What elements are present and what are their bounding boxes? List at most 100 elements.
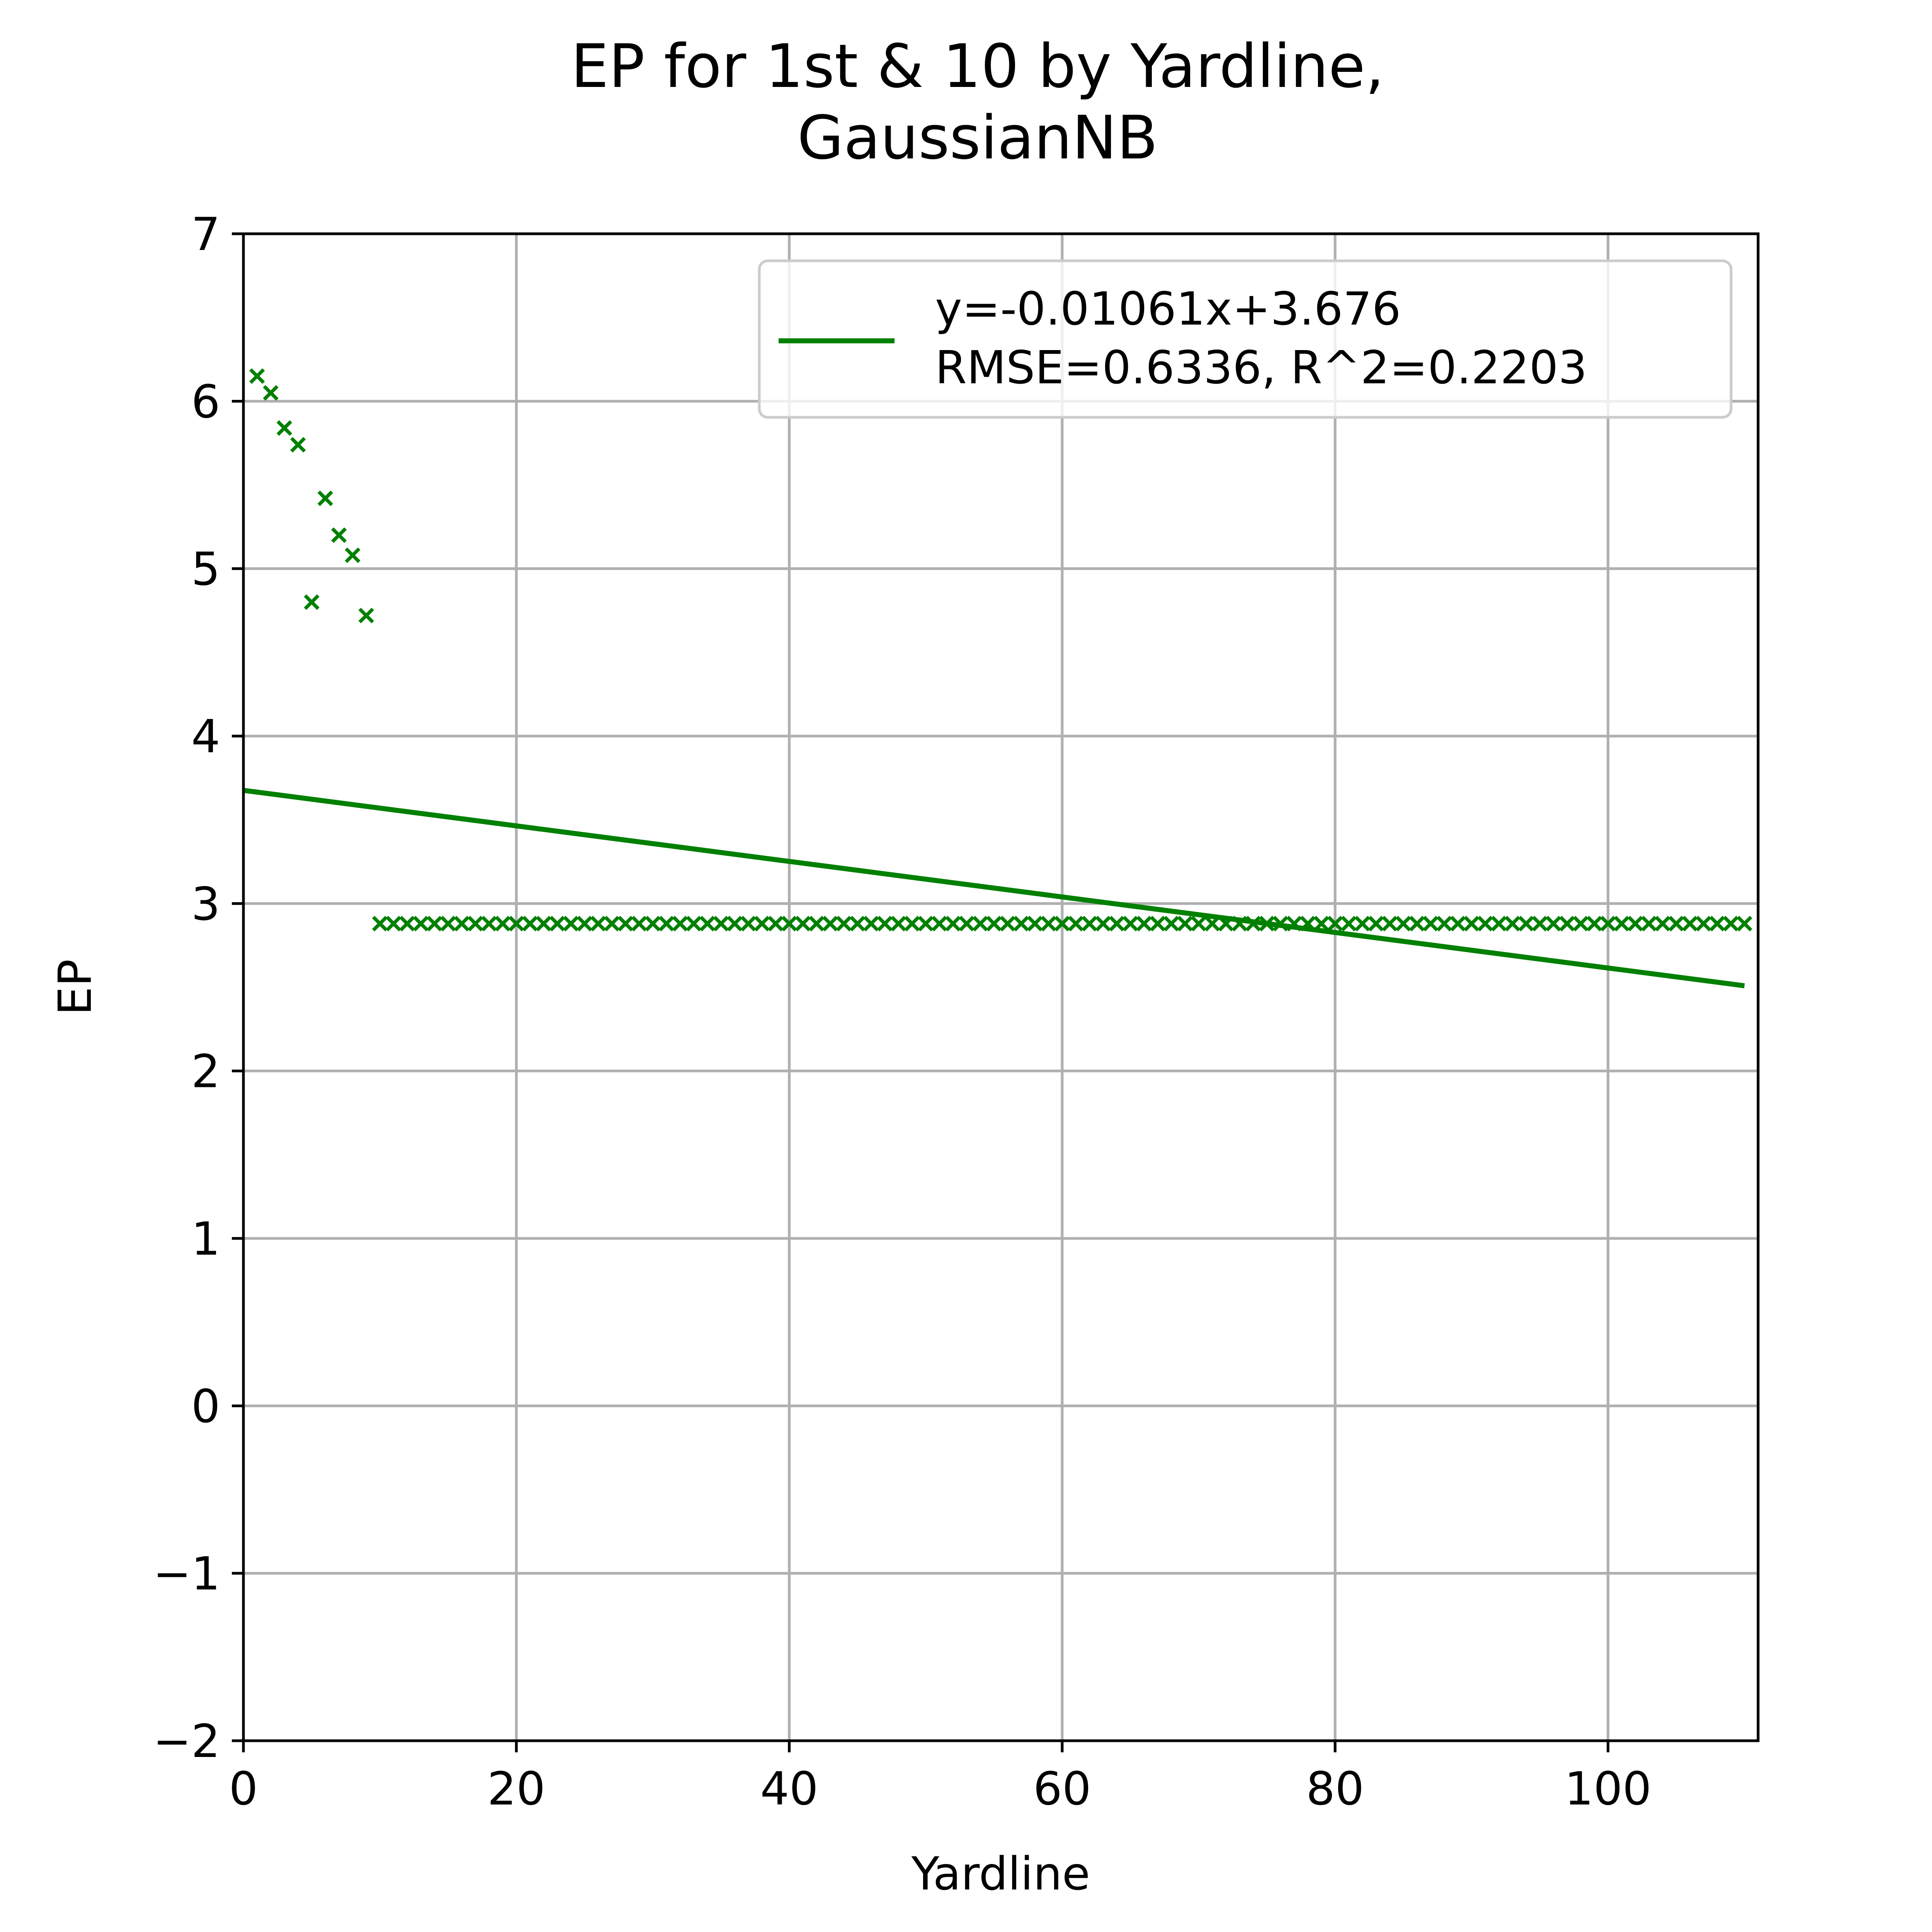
scatter-point (372, 916, 388, 932)
scatter-point (1668, 916, 1684, 932)
x-axis-label: Yardline (911, 1847, 1090, 1900)
scatter-point (276, 420, 293, 436)
scatter-point (1559, 916, 1575, 932)
scatter-point (768, 916, 784, 932)
scatter-point (1518, 916, 1534, 932)
scatter-point (1122, 916, 1138, 932)
scatter-point (1259, 916, 1275, 932)
scatter-point (1450, 916, 1466, 932)
scatter-point (331, 527, 347, 543)
scatter-point (1027, 916, 1043, 932)
scatter-point (1532, 916, 1548, 932)
scatter-point (1505, 916, 1520, 932)
y-tick-label: −2 (153, 1714, 220, 1768)
scatter-point (945, 916, 961, 932)
scatter-point (577, 916, 593, 932)
y-tick-label: 6 (191, 375, 220, 428)
scatter-point (972, 916, 988, 932)
scatter-point (358, 607, 374, 624)
scatter-point (304, 594, 320, 610)
x-tick-label: 100 (1565, 1762, 1651, 1815)
scatter-point (781, 916, 797, 932)
fit-line-group (243, 787, 1745, 988)
scatter-point (1627, 916, 1643, 932)
scatter-point (1477, 916, 1493, 932)
scatter-point (658, 916, 674, 932)
scatter-point (345, 547, 361, 563)
scatter-point (686, 916, 702, 932)
scatter-point (1313, 916, 1330, 932)
scatter-point (509, 916, 524, 932)
scatter-point (1573, 916, 1589, 932)
scatter-point (440, 916, 456, 932)
scatter-point (699, 916, 715, 932)
scatter-point (1587, 916, 1602, 932)
scatter-point (1600, 916, 1616, 932)
x-tick-label: 80 (1306, 1762, 1364, 1815)
scatter-point (1682, 916, 1698, 932)
scatter-point (1177, 916, 1193, 932)
legend-equation: y=-0.01061x+3.676 (935, 282, 1401, 335)
legend-metrics: RMSE=0.6336, R^2=0.2203 (935, 341, 1587, 394)
scatter-point (1136, 916, 1152, 932)
scatter-point (1436, 916, 1452, 932)
scatter-point (1095, 916, 1111, 932)
y-tick-label: 5 (191, 543, 220, 596)
y-tick-label: 7 (191, 207, 220, 261)
scatter-point (1354, 916, 1371, 932)
scatter-point (890, 916, 906, 932)
scatter-point (1409, 916, 1425, 932)
x-tick-label: 0 (229, 1762, 258, 1815)
scatter-point (1190, 916, 1207, 932)
y-tick-label: 4 (191, 710, 220, 763)
scatter-point (1655, 916, 1670, 932)
y-tick-label: 1 (191, 1212, 220, 1265)
scatter-point (1041, 916, 1056, 932)
scatter-point (1546, 916, 1561, 932)
scatter-point (1245, 916, 1261, 932)
y-tick-label: 2 (191, 1045, 220, 1098)
legend-box (758, 259, 1733, 419)
scatter-point (1641, 916, 1657, 932)
scatter-point (386, 916, 401, 932)
scatter-point (795, 916, 811, 932)
scatter-point (1300, 916, 1316, 932)
scatter-point (454, 916, 470, 932)
scatter-point (1082, 916, 1097, 932)
x-tick-label: 20 (487, 1762, 545, 1815)
scatter-point (1054, 916, 1070, 932)
scatter-point (1150, 916, 1166, 932)
plot-frame (242, 232, 1760, 1742)
scatter-point (617, 916, 634, 932)
scatter-point (713, 916, 729, 932)
scatter-point (1286, 916, 1302, 932)
scatter-point (1068, 916, 1084, 932)
scatter-point (1491, 916, 1507, 932)
scatter-point (563, 916, 579, 932)
scatter-point (413, 916, 429, 932)
scatter-point (1204, 916, 1220, 932)
scatter-point (631, 916, 647, 932)
y-tick-label: 0 (191, 1379, 220, 1433)
y-axis-label: EP (48, 959, 102, 1015)
scatter-point (850, 916, 866, 932)
scatter-point (822, 916, 838, 932)
scatter-point (1709, 916, 1725, 932)
scatter-point (1736, 916, 1752, 932)
scatter-point (931, 916, 947, 932)
chart-title: EP for 1st & 10 by Yardline, (571, 31, 1384, 101)
legend: y=-0.01061x+3.676 RMSE=0.6336, R^2=0.220… (758, 259, 1733, 419)
scatter-point (522, 916, 538, 932)
x-tick-label: 60 (1033, 1762, 1091, 1815)
scatter-point (754, 916, 770, 932)
scatter-point (399, 916, 415, 932)
scatter-point (317, 490, 333, 506)
scatter-point (1341, 916, 1357, 932)
scatter-point (918, 916, 934, 932)
scatter-point (1423, 916, 1439, 932)
scatter-point (809, 916, 825, 932)
scatter-point (536, 916, 552, 932)
scatter-point (1464, 916, 1480, 932)
scatter-point (263, 385, 279, 401)
